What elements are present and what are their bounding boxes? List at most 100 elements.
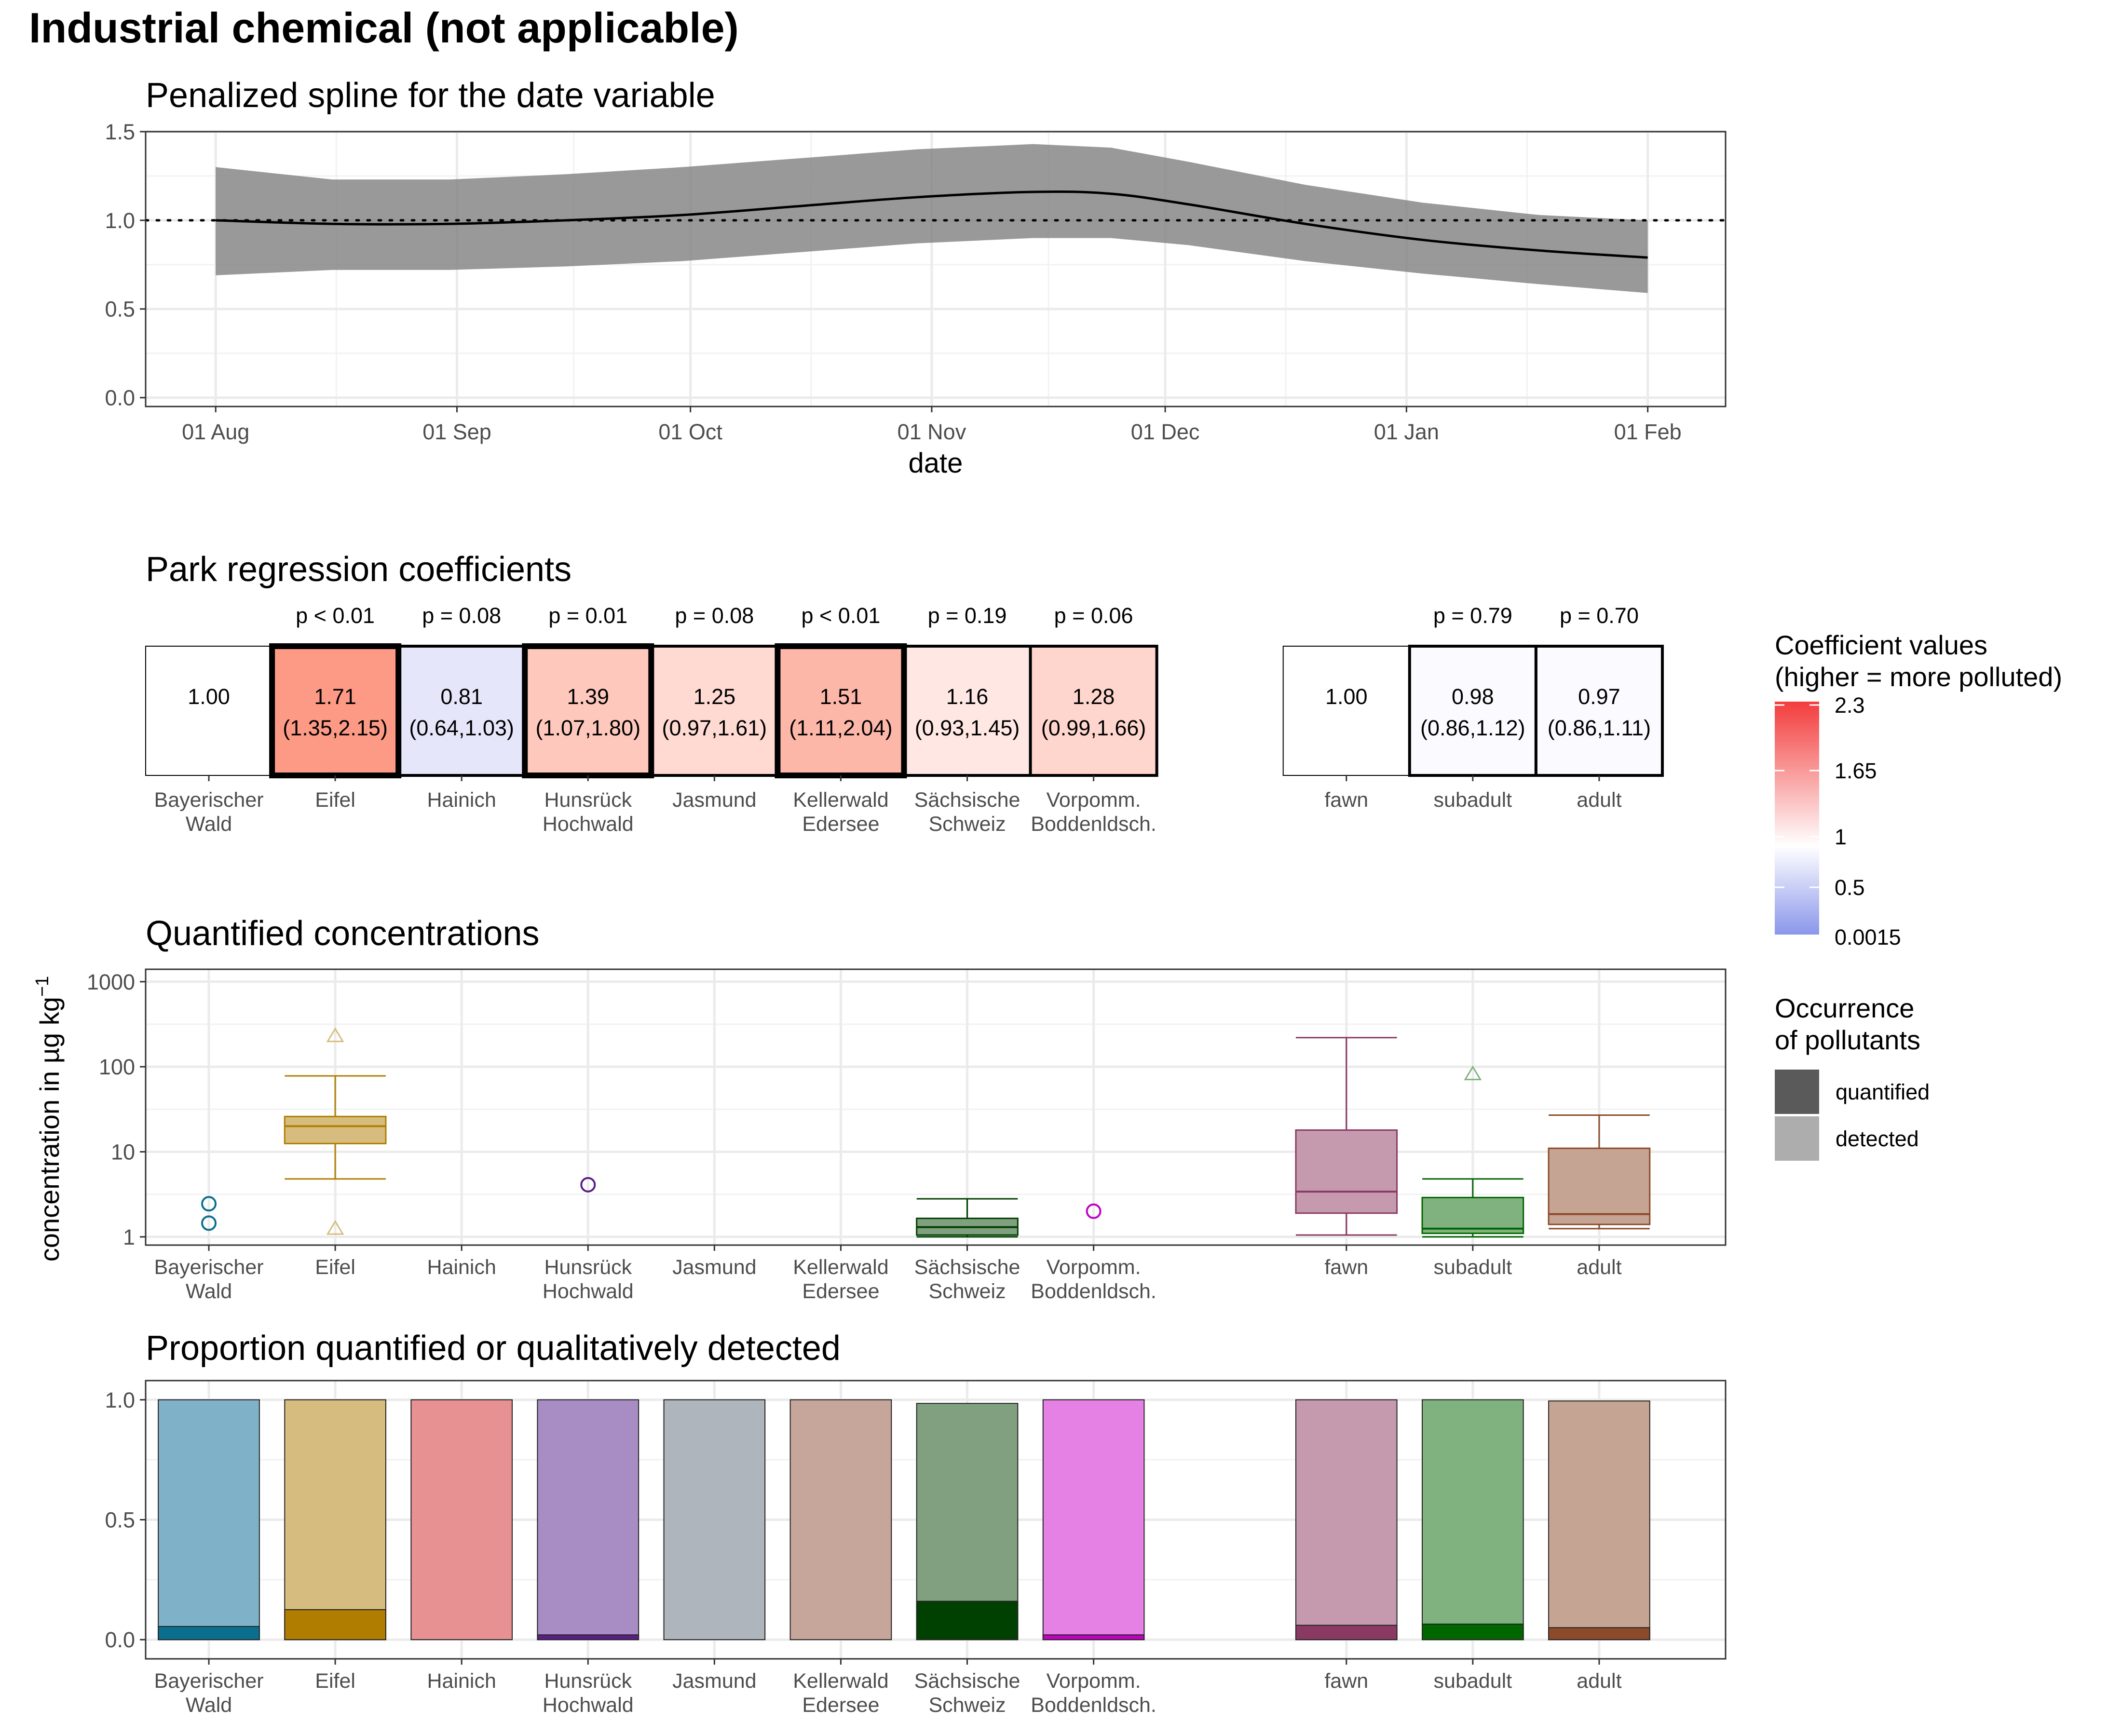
x-tick-label: Vorpomm. Boddenldsch. bbox=[1031, 788, 1156, 836]
bar-detected bbox=[284, 1399, 386, 1641]
x-tick-label: Jasmund bbox=[672, 1669, 756, 1693]
x-tick-label: fawn bbox=[1324, 1669, 1368, 1693]
x-tick-label: Vorpomm. Boddenldsch. bbox=[1031, 1669, 1156, 1717]
colorbar-label: 1.65 bbox=[1835, 759, 1877, 783]
legend-key-detected bbox=[1775, 1116, 1819, 1161]
x-tick-label: Bayerischer Wald bbox=[154, 788, 264, 836]
coefficient-p-value: p = 0.08 bbox=[675, 603, 754, 628]
coefficient-value: 1.16 bbox=[946, 684, 989, 709]
coefficient-p-value: p < 0.01 bbox=[296, 603, 375, 628]
concentration-title: Quantified concentrations bbox=[146, 914, 540, 953]
bar-detected bbox=[789, 1399, 892, 1641]
bar-quantified bbox=[916, 1600, 1019, 1641]
bar-detected bbox=[1042, 1399, 1145, 1641]
x-tick-label: Hunsrück Hochwald bbox=[543, 1256, 634, 1303]
y-tick-label: 1.0 bbox=[105, 1388, 135, 1412]
data-point-circle bbox=[201, 1215, 217, 1231]
bar-quantified bbox=[1295, 1625, 1398, 1641]
spline-line bbox=[216, 190, 1648, 259]
x-tick-label: Kellerwald Edersee bbox=[793, 788, 888, 836]
coefficient-cell bbox=[1282, 646, 1410, 776]
y-tick-label: 0.5 bbox=[105, 1508, 135, 1533]
coefficient-p-value: p = 0.70 bbox=[1560, 603, 1639, 628]
coefficient-ci: (1.11,2.04) bbox=[789, 716, 892, 740]
bar-detected bbox=[158, 1399, 260, 1641]
y-tick-label: 0.0 bbox=[105, 1628, 135, 1652]
y-tick-label: 0.0 bbox=[105, 386, 135, 410]
coefficient-p-value: p = 0.06 bbox=[1054, 603, 1133, 628]
y-tick-label: 1000 bbox=[87, 970, 135, 994]
bar-detected bbox=[1548, 1400, 1650, 1641]
coefficient-cell bbox=[650, 645, 779, 777]
x-tick-label: Jasmund bbox=[672, 788, 756, 812]
coefficient-cell bbox=[269, 643, 402, 778]
outlier-triangle bbox=[1464, 1065, 1482, 1081]
x-tick-label: adult bbox=[1577, 788, 1621, 812]
bar-quantified bbox=[1042, 1634, 1145, 1641]
occurrence-legend: Occurrence of pollutants quantified detec… bbox=[1775, 993, 1930, 1161]
legend-label-quantified: quantified bbox=[1836, 1080, 1930, 1104]
box-iqr bbox=[1421, 1196, 1524, 1234]
coefficient-value: 1.28 bbox=[1073, 684, 1115, 709]
x-tick-label: fawn bbox=[1324, 788, 1368, 812]
occurrence-legend-title: Occurrence of pollutants bbox=[1775, 993, 1920, 1055]
bar-quantified bbox=[158, 1626, 260, 1641]
x-tick-label: Sächsische Schweiz bbox=[914, 1669, 1020, 1717]
outlier-triangle bbox=[326, 1220, 344, 1235]
x-tick-label: Hainich bbox=[427, 1256, 496, 1279]
x-tick-label: Bayerischer Wald bbox=[154, 1669, 264, 1717]
x-tick-label: Kellerwald Edersee bbox=[793, 1256, 888, 1303]
colorbar-label: 2.3 bbox=[1835, 693, 1865, 718]
coefficient-ci: (0.64,1.03) bbox=[409, 716, 514, 740]
proportion-frame bbox=[145, 1380, 1727, 1660]
coefficient-value: 1.39 bbox=[567, 684, 609, 709]
coefficient-ci: (0.97,1.61) bbox=[662, 716, 767, 740]
outlier-triangle bbox=[326, 1027, 344, 1043]
colorbar-label: 1 bbox=[1835, 825, 1847, 849]
coefficient-cell bbox=[1534, 645, 1664, 777]
y-tick-label: 1 bbox=[123, 1225, 135, 1249]
x-tick-label: subadult bbox=[1434, 1669, 1512, 1693]
page-title: Industrial chemical (not applicable) bbox=[29, 4, 739, 52]
coefficient-ci: (1.07,1.80) bbox=[535, 716, 640, 740]
bar-detected bbox=[410, 1399, 513, 1641]
concentration-y-label: concentration in µg kg−1 bbox=[32, 976, 65, 1261]
bar-quantified bbox=[284, 1609, 386, 1641]
coefficient-p-value: p = 0.01 bbox=[548, 603, 627, 628]
legend-label-detected: detected bbox=[1836, 1126, 1919, 1151]
bar-quantified bbox=[537, 1634, 639, 1641]
x-tick-label: 01 Sep bbox=[422, 420, 491, 444]
x-tick-label: subadult bbox=[1434, 788, 1512, 812]
coefficient-legend-title: Coefficient values (higher = more pollute… bbox=[1775, 630, 2062, 692]
coefficient-p-value: p = 0.19 bbox=[928, 603, 1007, 628]
x-tick-label: Kellerwald Edersee bbox=[793, 1669, 888, 1717]
y-tick-label: 1.0 bbox=[105, 208, 135, 233]
concentration-frame bbox=[145, 968, 1727, 1246]
coefficient-value: 0.97 bbox=[1578, 684, 1620, 709]
coefficient-cell bbox=[775, 643, 907, 778]
coefficient-value: 1.25 bbox=[694, 684, 736, 709]
coefficient-p-value: p = 0.08 bbox=[422, 603, 501, 628]
bar-quantified bbox=[1548, 1627, 1650, 1641]
x-tick-label: Hainich bbox=[427, 788, 496, 812]
coefficient-cell bbox=[1029, 645, 1158, 777]
coefficient-ci: (1.35,2.15) bbox=[283, 716, 388, 740]
coefficient-ci: (0.86,1.12) bbox=[1420, 716, 1525, 740]
bar-detected bbox=[916, 1403, 1019, 1641]
y-tick-label: 1.5 bbox=[105, 120, 135, 144]
x-tick-label: Eifel bbox=[315, 1256, 355, 1279]
coefficient-value: 1.00 bbox=[1325, 684, 1368, 709]
x-tick-label: Eifel bbox=[315, 1669, 355, 1693]
colorbar-label: 0.5 bbox=[1835, 875, 1865, 900]
x-tick-label: 01 Feb bbox=[1614, 420, 1682, 444]
coefficient-legend: Coefficient values (higher = more pollute… bbox=[1775, 630, 2062, 949]
coefficient-p-value: p < 0.01 bbox=[801, 603, 880, 628]
x-tick-label: fawn bbox=[1324, 1256, 1368, 1279]
coefficient-ci: (0.99,1.66) bbox=[1041, 716, 1146, 740]
coefficient-panel: Park regression coefficients 1.00 Bayeris… bbox=[145, 550, 1664, 836]
data-point-circle bbox=[1086, 1203, 1102, 1219]
x-tick-label: Jasmund bbox=[672, 1256, 756, 1279]
box-iqr bbox=[1548, 1147, 1651, 1225]
coefficient-p-value: p = 0.79 bbox=[1433, 603, 1512, 628]
